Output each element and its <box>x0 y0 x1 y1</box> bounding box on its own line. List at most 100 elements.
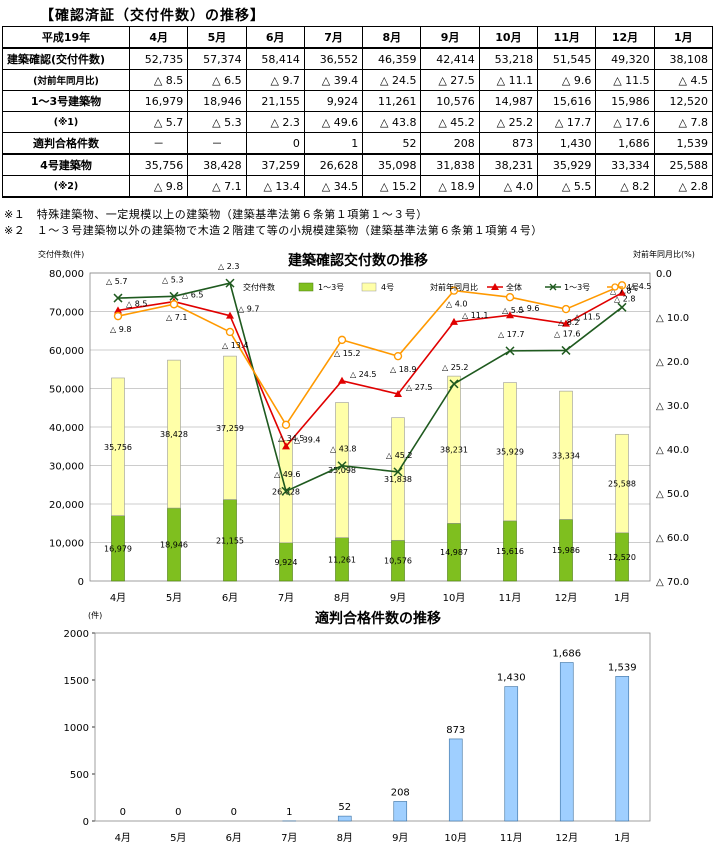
bar-segment-4 <box>559 390 573 520</box>
bar <box>504 686 519 822</box>
month-header: 8月 <box>362 26 422 49</box>
x-tick-label: 9月 <box>390 592 406 604</box>
legend-label: 1～3号 <box>564 283 590 292</box>
line-point <box>338 376 346 384</box>
table-cell: 10,576 <box>420 90 480 112</box>
line-point <box>113 311 123 321</box>
table-cell: △ 11.1 <box>478 69 539 91</box>
bar <box>615 676 630 822</box>
x-tick-label: 5月 <box>170 832 186 844</box>
plot-frame <box>89 272 651 582</box>
table-cell: △ 8.5 <box>128 69 189 91</box>
line-point <box>505 293 515 302</box>
table-cell: 57,374 <box>187 47 247 70</box>
y-tick-label: 50,000 <box>49 385 84 396</box>
month-header: 10月 <box>478 26 539 49</box>
row-label: (※2) <box>2 175 130 198</box>
bar <box>448 738 463 822</box>
bar-value-label: 16,979 <box>104 544 132 553</box>
bar-value-label: 0 <box>120 807 126 818</box>
y2-tick-label: △ 10.0 <box>656 313 689 324</box>
line-value-label: △ 17.6 <box>554 329 581 338</box>
bar-value-label: 38,231 <box>440 446 468 455</box>
y-tick-label: 500 <box>70 770 89 781</box>
table-cell: △ 6.5 <box>187 69 247 91</box>
table-cell: 14,987 <box>478 90 539 112</box>
line-value-label: △ 4.0 <box>446 300 467 309</box>
line-value-label: △ 11.5 <box>574 313 601 322</box>
month-header: 1月 <box>653 26 714 49</box>
line-1-3 <box>117 282 623 493</box>
bar <box>559 662 574 822</box>
table-cell: △ 24.5 <box>362 69 422 91</box>
table-row: (※1) △ 5.7 △ 5.3 △ 2.3 △ 49.6 △ 43.8 △ 45.2 △ 2… <box>2 111 714 133</box>
line-point <box>561 304 571 314</box>
legend-line-title: 対前年同月比 <box>430 282 478 292</box>
x-tick-label: 7月 <box>281 832 297 844</box>
x-tick-label: 1月 <box>614 832 630 844</box>
bar-value-label: 38,428 <box>160 430 188 439</box>
y-axis-title: (件) <box>88 610 102 620</box>
line-value-label: △ 8.2 <box>558 318 579 327</box>
y2-tick-label: △ 70.0 <box>656 577 689 588</box>
bar-segment-4 <box>447 375 461 524</box>
bar-value-label: 35,929 <box>496 448 524 457</box>
bar-value-label: 33,334 <box>552 451 580 460</box>
x-tick-label: 8月 <box>337 832 353 844</box>
line-value-label: △ 24.5 <box>350 370 377 379</box>
bar-segment-4 <box>503 382 517 522</box>
table-cell: △ 39.4 <box>303 69 364 91</box>
legend-swatch <box>361 282 377 292</box>
legend-swatch <box>298 282 314 292</box>
line-point <box>449 379 459 389</box>
table-cell: 15,986 <box>595 90 655 112</box>
line-value-label: △ 18.9 <box>390 365 417 374</box>
line-value-label: △ 5.5 <box>502 306 523 315</box>
line-value-label: △ 39.4 <box>294 435 321 444</box>
x-tick-label: 5月 <box>166 592 182 604</box>
stats-table: 平成19年 4月 5月 6月 7月 8月 9月 10月 11月 12月 1月 建… <box>2 26 714 198</box>
bar-value-label: 1,686 <box>552 649 581 660</box>
y-tick-label: 30,000 <box>49 462 84 473</box>
bar-segment-4 <box>391 417 405 541</box>
x-tick-label: 4月 <box>110 592 126 604</box>
table-cell: 38,108 <box>653 47 714 70</box>
x-tick-label: 8月 <box>334 592 350 604</box>
line-point <box>449 286 459 295</box>
row-label: 4号建築物 <box>2 153 130 176</box>
table-row: 建築確認(交付件数) 52,735 57,374 58,414 36,552 46,359… <box>2 47 714 70</box>
line-value-label: △ 13.4 <box>222 341 249 350</box>
bar-value-label: 10,576 <box>384 557 412 566</box>
legend-label: 全体 <box>506 282 522 292</box>
table-row: (対前年同月比) △ 8.5 △ 6.5 △ 9.7 △ 39.4 △ 24.5 △ 27.… <box>2 69 714 91</box>
chart-title: 建築確認交付数の推移 <box>288 252 428 269</box>
line-point <box>114 306 122 314</box>
table-cell: △ 18.9 <box>420 175 480 198</box>
line-point <box>226 311 234 319</box>
x-tick-label: 12月 <box>555 592 578 604</box>
bar-value-label: 1,430 <box>497 673 526 684</box>
table-cell: △ 17.7 <box>537 111 597 133</box>
y-tick-label: 20,000 <box>49 500 84 511</box>
y2-tick-label: 0.0 <box>656 269 672 280</box>
line-point <box>618 288 626 296</box>
line-point <box>225 278 235 288</box>
table-cell: 31,838 <box>420 153 480 176</box>
line-total <box>117 292 623 448</box>
line-value-label: △ 6.5 <box>182 291 203 300</box>
table-cell: △ 27.5 <box>420 69 480 91</box>
line-point <box>393 467 403 477</box>
month-header: 7月 <box>303 26 364 49</box>
table-cell: 49,320 <box>595 47 655 70</box>
bar-value-label: 0 <box>231 807 237 818</box>
table-cell: △ 5.7 <box>128 111 189 133</box>
y2-tick-label: △ 50.0 <box>656 489 689 500</box>
month-header: 9月 <box>420 26 480 49</box>
x-tick-label: 10月 <box>443 592 466 604</box>
line-point <box>225 327 235 337</box>
table-cell: 0 <box>245 132 305 155</box>
x-tick-label: 7月 <box>278 592 294 604</box>
table-cell: △ 11.5 <box>595 69 655 91</box>
table-row: 適判合格件数－－ 0 1 52 208 873 1,430 1,686 1,539 <box>2 132 714 155</box>
row-label: 1～3号建築物 <box>2 90 130 112</box>
